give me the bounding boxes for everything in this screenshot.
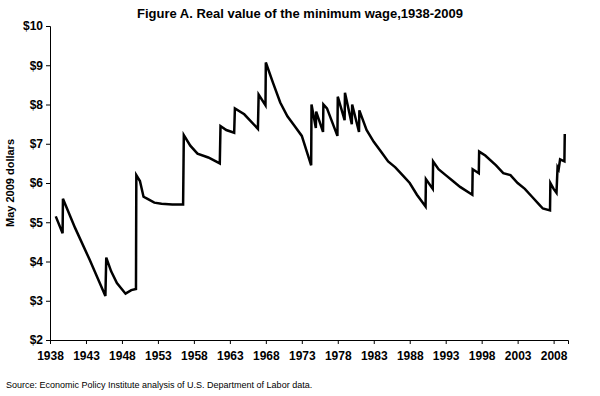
x-tick: 1948 xyxy=(109,340,136,363)
x-tick-label: 1978 xyxy=(325,349,352,363)
x-tick: 2003 xyxy=(505,340,532,363)
y-tick: $3 xyxy=(30,294,50,308)
x-tick-mark xyxy=(338,340,339,344)
y-tick-label: $7 xyxy=(30,137,44,151)
y-tick: $4 xyxy=(30,255,50,269)
x-tick: 1983 xyxy=(361,340,388,363)
x-axis: 1938 1943 1948 1953 1958 1963 1968 1973 1978 1983… xyxy=(37,340,568,363)
source-note: Source: Economic Policy Institute analys… xyxy=(6,380,312,390)
y-tick-mark xyxy=(46,65,50,66)
y-tick-label: $8 xyxy=(30,98,44,112)
y-tick-label: $5 xyxy=(30,216,44,230)
x-tick-mark xyxy=(374,340,375,344)
x-tick: 1968 xyxy=(253,340,280,363)
y-tick-mark xyxy=(46,183,50,184)
x-tick-label: 1953 xyxy=(145,349,172,363)
y-tick-mark xyxy=(46,26,50,27)
y-axis-title: May 2009 dollars xyxy=(4,139,16,227)
y-tick: $2 xyxy=(30,333,50,347)
y-tick: $10 xyxy=(23,19,50,33)
y-axis: $2 $3 $4 $5 $6 $7 $8 $9 $10 xyxy=(23,19,51,347)
x-tick-mark xyxy=(482,340,483,344)
x-tick-label: 1988 xyxy=(397,349,424,363)
x-tick-mark xyxy=(446,340,447,344)
x-tick-label: 1993 xyxy=(433,349,460,363)
x-tick-label: 1968 xyxy=(253,349,280,363)
x-tick-mark xyxy=(194,340,195,344)
x-tick-label: 1938 xyxy=(37,349,64,363)
y-tick-label: $6 xyxy=(30,176,44,190)
x-tick-mark xyxy=(122,340,123,344)
x-tick-label: 2003 xyxy=(505,349,532,363)
x-tick-label: 1948 xyxy=(109,349,136,363)
y-tick: $9 xyxy=(30,59,50,73)
y-tick: $6 xyxy=(30,176,50,190)
x-tick-label: 1958 xyxy=(181,349,208,363)
x-tick-label: 1983 xyxy=(361,349,388,363)
x-tick-label: 1998 xyxy=(469,349,496,363)
x-tick-label: 1963 xyxy=(217,349,244,363)
y-tick-label: $3 xyxy=(30,294,44,308)
x-tick: 1958 xyxy=(181,340,208,363)
x-tick-mark xyxy=(50,340,51,344)
x-tick-mark xyxy=(518,340,519,344)
x-tick-mark xyxy=(158,340,159,344)
x-tick-mark xyxy=(86,340,87,344)
x-tick-label: 1943 xyxy=(73,349,100,363)
x-tick: 1993 xyxy=(433,340,460,363)
y-tick-label: $2 xyxy=(30,333,44,347)
x-tick-mark xyxy=(302,340,303,344)
y-tick-mark xyxy=(46,144,50,145)
x-tick: 1978 xyxy=(325,340,352,363)
x-tick-mark xyxy=(410,340,411,344)
y-axis-line xyxy=(46,27,51,341)
wage-line xyxy=(56,63,565,297)
x-tick: 1988 xyxy=(397,340,424,363)
y-tick-mark xyxy=(46,340,50,341)
y-tick-label: $4 xyxy=(30,255,44,269)
y-tick-mark xyxy=(46,301,50,302)
x-tick: 2008 xyxy=(541,340,568,363)
plot-area xyxy=(56,63,565,297)
x-tick: 1943 xyxy=(73,340,100,363)
chart: Figure A. Real value of the minimum wage… xyxy=(0,0,600,396)
y-tick: $5 xyxy=(30,216,50,230)
x-tick-mark xyxy=(554,340,555,344)
x-tick-mark xyxy=(266,340,267,344)
x-tick: 1973 xyxy=(289,340,316,363)
y-tick-mark xyxy=(46,222,50,223)
y-tick-label: $9 xyxy=(30,59,44,73)
y-tick-mark xyxy=(46,105,50,106)
y-tick: $8 xyxy=(30,98,50,112)
y-tick-label: $10 xyxy=(23,19,43,33)
x-axis-line xyxy=(51,341,569,345)
title: Figure A. Real value of the minimum wage… xyxy=(137,6,463,21)
x-tick: 1953 xyxy=(145,340,172,363)
y-tick-mark xyxy=(46,262,50,263)
x-tick: 1938 xyxy=(37,340,64,363)
x-tick: 1998 xyxy=(469,340,496,363)
x-tick: 1963 xyxy=(217,340,244,363)
x-tick-label: 1973 xyxy=(289,349,316,363)
x-tick-label: 2008 xyxy=(541,349,568,363)
x-tick-mark xyxy=(230,340,231,344)
y-tick: $7 xyxy=(30,137,50,151)
